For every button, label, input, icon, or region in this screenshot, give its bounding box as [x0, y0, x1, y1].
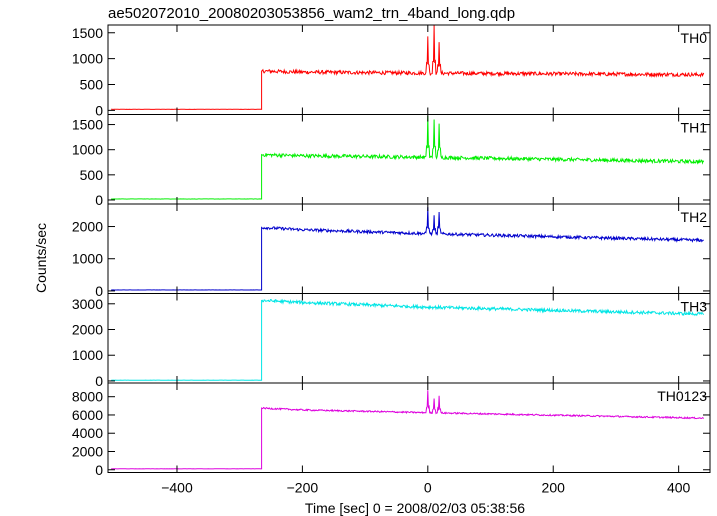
y-tick-label: 500 — [80, 167, 104, 183]
y-tick-label: 1000 — [72, 347, 103, 363]
y-tick-label: 1000 — [72, 51, 103, 67]
y-tick-label: 1000 — [72, 142, 103, 158]
x-tick-label: −200 — [287, 480, 319, 496]
x-axis-label: Time [sec] 0 = 2008/02/03 05:38:56 — [305, 500, 525, 516]
y-tick-label: 500 — [80, 76, 104, 92]
lightcurve-th0 — [111, 25, 705, 110]
lightcurve-th1 — [111, 115, 705, 200]
y-tick-label: 8000 — [72, 389, 103, 405]
y-tick-label: 4000 — [72, 425, 103, 441]
x-tick-label: −400 — [161, 480, 193, 496]
panel-label-th0: TH0 — [681, 30, 708, 46]
lightcurve-th2 — [111, 207, 704, 291]
panel-label-th0123: TH0123 — [657, 388, 707, 404]
y-tick-label: 0 — [95, 462, 103, 478]
x-tick-label: 400 — [667, 480, 691, 496]
y-tick-label: 3000 — [72, 296, 103, 312]
x-tick-label: 0 — [424, 480, 432, 496]
y-axis-label: Counts/sec — [33, 223, 49, 293]
panel-frame-th0123 — [107, 382, 711, 473]
y-tick-label: 0 — [95, 192, 103, 208]
y-tick-label: 0 — [95, 283, 103, 299]
chart-title: ae502072010_20080203053856_wam2_trn_4ban… — [108, 5, 515, 22]
panel-frame-th0 — [107, 24, 711, 115]
y-tick-label: 1500 — [72, 25, 103, 41]
y-tick-label: 0 — [95, 373, 103, 389]
lightcurve-th0123 — [111, 390, 705, 470]
x-tick-label: 200 — [542, 480, 566, 496]
y-tick-label: 1500 — [72, 117, 103, 133]
y-tick-label: 2000 — [72, 219, 103, 235]
y-tick-label: 6000 — [72, 407, 103, 423]
y-tick-label: 0 — [95, 102, 103, 118]
y-tick-label: 2000 — [72, 322, 103, 338]
panel-label-th2: TH2 — [681, 209, 708, 225]
panel-label-th3: TH3 — [681, 299, 708, 315]
lightcurve-th3 — [111, 298, 705, 381]
y-tick-label: 1000 — [72, 251, 103, 267]
panel-label-th1: TH1 — [681, 120, 708, 136]
panel-frame-th1 — [107, 114, 711, 205]
panel-frame-th2 — [107, 203, 711, 294]
y-tick-label: 2000 — [72, 443, 103, 459]
